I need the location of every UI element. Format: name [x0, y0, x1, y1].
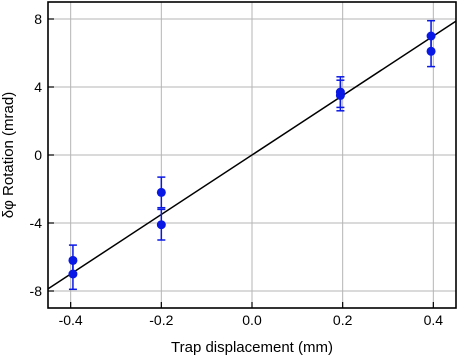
- y-tick-label: -4: [30, 215, 43, 231]
- data-point: [426, 46, 436, 56]
- y-tick-label: -8: [30, 283, 43, 299]
- data-point: [156, 220, 166, 230]
- fit-line: [47, 20, 457, 290]
- x-tick-label: -0.4: [59, 312, 83, 328]
- data-point: [335, 87, 345, 97]
- x-tick-label: 0.4: [424, 312, 444, 328]
- y-axis-label: δφ Rotation (mrad): [0, 92, 17, 218]
- data-points: [68, 19, 436, 291]
- axis-ticks: -0.4 -0.2 0.0 0.2 0.4 -8 -4 0 4 8: [30, 11, 444, 328]
- fit-line-group: [47, 20, 457, 290]
- data-point: [156, 187, 166, 197]
- data-point: [68, 269, 78, 279]
- x-tick-label: 0.2: [333, 312, 353, 328]
- grid: [48, 2, 456, 308]
- x-tick-label: 0.0: [242, 312, 262, 328]
- y-tick-label: 0: [34, 147, 42, 163]
- x-tick-label: -0.2: [149, 312, 173, 328]
- x-axis-label: Trap displacement (mm): [171, 339, 333, 356]
- y-tick-label: 4: [34, 79, 42, 95]
- y-tick-label: 8: [34, 11, 42, 27]
